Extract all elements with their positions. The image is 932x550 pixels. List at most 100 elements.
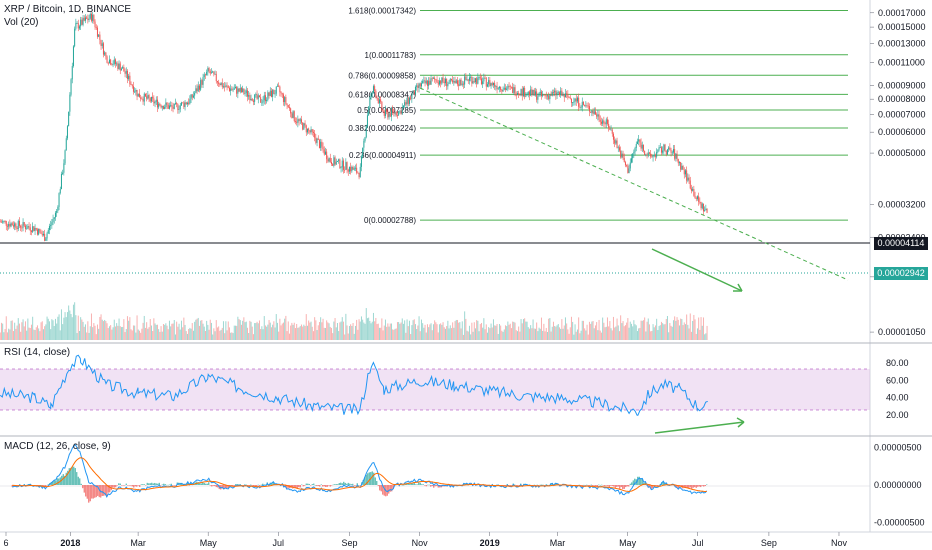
macd-hist-bar [308,483,310,485]
candle-body [320,141,322,148]
candle-body [309,130,311,133]
candle-body [190,94,192,100]
volume-bar [50,329,52,340]
candle-body [218,82,220,84]
candle-body [3,220,5,222]
macd-hist-bar [686,485,688,488]
candle-body [550,94,552,96]
macd-hist-bar [380,485,382,492]
candle-body [152,96,154,99]
candle-body [214,73,216,75]
candle-body [180,102,182,106]
volume-bar [460,328,462,340]
volume-bar [459,322,461,340]
volume-bar [119,326,121,340]
volume-bar [288,333,290,340]
volume-bar [105,321,107,340]
macd-hist-bar [214,485,216,487]
candle-body [665,150,667,155]
volume-bar [386,326,388,340]
macd-hist-bar [700,485,702,488]
macd-hist-bar [250,484,252,486]
candle-body [629,162,631,169]
volume-bar [515,330,517,340]
macd-hist-bar [592,485,594,486]
candle-body [244,93,246,94]
candle-body [164,106,166,109]
volume-bar [562,328,564,340]
volume-bar [701,325,703,340]
candle-body [680,162,682,170]
volume-bar [581,320,583,340]
volume-indicator-label[interactable]: Vol (20) [4,17,39,28]
macd-hist-bar [76,472,78,485]
rsi-indicator-label[interactable]: RSI (14, close) [4,347,71,358]
macd-hist-bar [596,485,598,488]
rsi-trend-arrow[interactable] [654,417,745,434]
candle-body [518,93,520,94]
candle-body [674,149,676,159]
price-axis[interactable]: 0.000170000.000150000.000130000.00011000… [870,8,926,337]
macd-hist-bar [341,483,343,485]
macd-hist-bar [412,483,414,485]
candle-body [464,76,466,85]
volume-bar [640,320,642,340]
candle-body [436,79,438,83]
candle-body [669,147,671,150]
macd-hist-bar [583,484,585,486]
volume-bar [232,333,234,340]
volume-bar [262,329,264,340]
macd-hist-bar [325,485,327,487]
macd-hist-bar [154,482,156,485]
time-axis[interactable]: 6 2018 Mar May Jul Sep Nov 2019 Mar May Jul Sep Nov [3,532,847,548]
volume-bar [545,327,547,340]
candle-body [398,111,400,116]
candle-body [296,121,298,123]
volume-bar [168,320,170,340]
macd-hist-bar [205,483,207,485]
volume-bar [659,325,661,340]
volume-bar [674,316,676,340]
candle-body [269,90,271,96]
volume-bar [414,324,416,340]
macd-hist-bar [631,482,633,485]
candle-body [593,111,595,114]
volume-bar [274,327,276,340]
candle-body [470,77,472,78]
candle-body [414,86,416,95]
candle-body [563,93,565,98]
downtrend-line[interactable] [419,87,849,281]
candle-body [458,84,460,86]
macd-hist-bar [656,485,658,487]
volume-bar [696,328,698,340]
macd-hist-bar [295,485,297,488]
candle-body [327,159,329,162]
price-tick-label: 0.00009000 [878,81,926,91]
candle-body [260,97,262,103]
volume-bar [225,321,227,340]
macd-hist-bar [217,485,219,488]
candle-body [112,63,114,66]
volume-bar [606,317,608,340]
candle-body [261,102,263,104]
macd-hist-bar [515,485,517,486]
volume-bar [363,322,365,340]
macd-indicator-label[interactable]: MACD (12, 26, close, 9) [4,441,111,452]
candle-body [66,126,68,139]
volume-bar [297,327,299,340]
volume-bar [299,326,301,340]
candle-body [587,105,589,107]
candle-body [694,195,696,199]
volume-bar [419,331,421,340]
volume-bar [351,325,353,340]
candle-body [496,86,498,90]
volume-bar [700,317,702,340]
volume-bar [189,327,191,340]
candle-body [626,165,628,167]
macd-hist-bar [169,484,171,486]
price-trend-arrow[interactable] [651,248,743,292]
candle-body [678,162,680,164]
symbol-title[interactable]: XRP / Bitcoin, 1D, BINANCE [4,4,132,15]
